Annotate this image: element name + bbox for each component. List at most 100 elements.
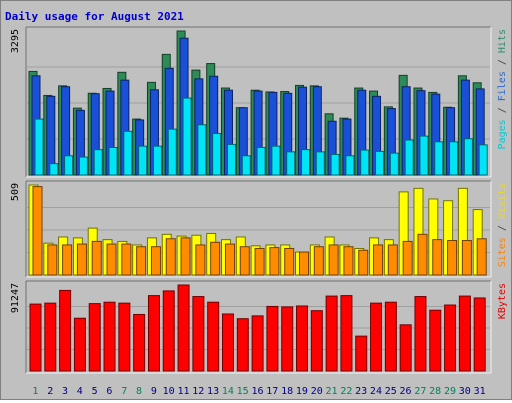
x-tick-label-day-8: 8 xyxy=(136,386,142,397)
x-tick-label-day-16: 16 xyxy=(251,386,263,397)
bar-kbytes-day-29 xyxy=(444,304,457,372)
bar-kbytes-day-10 xyxy=(162,290,175,372)
bar-kbytes-day-27 xyxy=(414,296,427,372)
bar-pages-day-30 xyxy=(463,138,473,176)
bar-sites-day-15 xyxy=(239,246,250,276)
bar-pages-day-29 xyxy=(449,141,459,176)
x-tick-label-day-22: 22 xyxy=(340,386,352,397)
legend-visits: Sites / Visits xyxy=(497,183,508,267)
bar-pages-day-15 xyxy=(241,155,251,176)
bar-sites-day-8 xyxy=(136,246,147,276)
y-max-label-hits: 3295 xyxy=(10,29,21,53)
bar-kbytes-day-8 xyxy=(133,313,146,372)
bar-kbytes-day-23 xyxy=(355,335,368,372)
bar-kbytes-day-22 xyxy=(340,295,353,372)
bar-kbytes-day-11 xyxy=(177,284,190,372)
bar-sites-day-14 xyxy=(224,243,235,276)
bar-pages-day-5 xyxy=(93,149,103,176)
legend-entry: / xyxy=(497,53,508,71)
bar-pages-day-21 xyxy=(330,153,340,176)
bar-pages-day-22 xyxy=(345,155,355,176)
x-tick-label-day-21: 21 xyxy=(326,386,338,397)
x-tick-label-day-30: 30 xyxy=(459,386,471,397)
x-tick-label-day-6: 6 xyxy=(106,386,112,397)
bar-kbytes-day-17 xyxy=(266,305,279,372)
bar-sites-day-5 xyxy=(91,240,102,276)
bar-kbytes-day-16 xyxy=(251,315,264,372)
bar-sites-day-19 xyxy=(299,251,310,276)
legend-entry: Hits xyxy=(497,29,508,53)
bar-kbytes-day-4 xyxy=(73,317,86,372)
bar-kbytes-day-24 xyxy=(370,302,383,372)
bar-sites-day-7 xyxy=(121,243,132,276)
bar-sites-day-17 xyxy=(269,247,280,276)
bar-sites-day-11 xyxy=(180,237,191,276)
bar-sites-day-31 xyxy=(476,238,487,276)
x-tick-label-day-3: 3 xyxy=(62,386,68,397)
bar-kbytes-day-5 xyxy=(88,303,101,372)
y-max-label-kbytes: 91247 xyxy=(10,283,21,313)
bar-kbytes-day-2 xyxy=(44,302,57,372)
bar-kbytes-day-3 xyxy=(59,289,72,372)
bar-kbytes-day-18 xyxy=(281,306,294,372)
bar-pages-day-24 xyxy=(375,150,385,176)
x-tick-label-day-29: 29 xyxy=(444,386,456,397)
x-tick-label-day-31: 31 xyxy=(474,386,486,397)
legend-entry: / xyxy=(497,101,508,119)
bar-pages-day-3 xyxy=(64,155,74,176)
chart-title: Daily usage for August 2021 xyxy=(5,10,184,23)
x-tick-label-day-20: 20 xyxy=(311,386,323,397)
bar-sites-day-23 xyxy=(358,249,369,276)
legend-entry: Visits xyxy=(497,183,508,219)
bar-pages-day-19 xyxy=(301,149,311,176)
bar-pages-day-10 xyxy=(167,128,177,176)
x-tick-label-day-11: 11 xyxy=(177,386,189,397)
x-tick-label-day-5: 5 xyxy=(92,386,98,397)
bar-sites-day-1 xyxy=(32,186,43,276)
x-tick-label-day-9: 9 xyxy=(151,386,157,397)
bar-kbytes-day-1 xyxy=(29,303,42,372)
bar-pages-day-14 xyxy=(226,143,236,176)
bar-sites-day-20 xyxy=(313,246,324,276)
x-tick-label-day-23: 23 xyxy=(355,386,367,397)
bar-pages-day-2 xyxy=(49,163,59,176)
bar-sites-day-4 xyxy=(76,243,87,276)
bar-pages-day-7 xyxy=(123,130,133,176)
bar-sites-day-10 xyxy=(165,238,176,276)
bar-pages-day-27 xyxy=(419,135,429,176)
y-max-label-visits: 509 xyxy=(10,183,21,201)
bar-kbytes-day-26 xyxy=(399,324,412,372)
bar-pages-day-12 xyxy=(197,124,207,176)
bar-sites-day-29 xyxy=(447,240,458,276)
x-tick-label-day-4: 4 xyxy=(77,386,83,397)
bar-sites-day-3 xyxy=(62,244,73,276)
bar-sites-day-13 xyxy=(210,241,221,276)
x-tick-label-day-10: 10 xyxy=(163,386,175,397)
bar-sites-day-25 xyxy=(387,244,398,276)
bar-pages-day-20 xyxy=(315,151,325,176)
x-tick-label-day-25: 25 xyxy=(385,386,397,397)
x-tick-label-day-28: 28 xyxy=(429,386,441,397)
bar-pages-day-18 xyxy=(286,151,296,176)
legend-hits: Pages / Files / Hits xyxy=(497,29,508,149)
bar-sites-day-12 xyxy=(195,244,206,276)
x-tick-label-day-19: 19 xyxy=(296,386,308,397)
bar-sites-day-24 xyxy=(373,244,384,276)
bar-kbytes-day-21 xyxy=(325,295,338,372)
bar-sites-day-16 xyxy=(254,247,265,276)
bar-kbytes-day-6 xyxy=(103,301,116,372)
legend-entry: / xyxy=(497,219,508,237)
bar-sites-day-26 xyxy=(402,240,413,276)
bar-kbytes-day-28 xyxy=(429,309,442,372)
bar-kbytes-day-15 xyxy=(236,318,249,372)
bar-pages-day-16 xyxy=(256,146,266,176)
legend-entry: Sites xyxy=(497,237,508,267)
bar-sites-day-2 xyxy=(47,244,58,276)
bar-kbytes-day-12 xyxy=(192,296,205,372)
x-tick-label-day-13: 13 xyxy=(207,386,219,397)
bar-pages-day-8 xyxy=(138,145,148,176)
bar-kbytes-day-13 xyxy=(207,301,220,372)
x-tick-label-day-1: 1 xyxy=(32,386,38,397)
bar-sites-day-27 xyxy=(417,233,428,276)
